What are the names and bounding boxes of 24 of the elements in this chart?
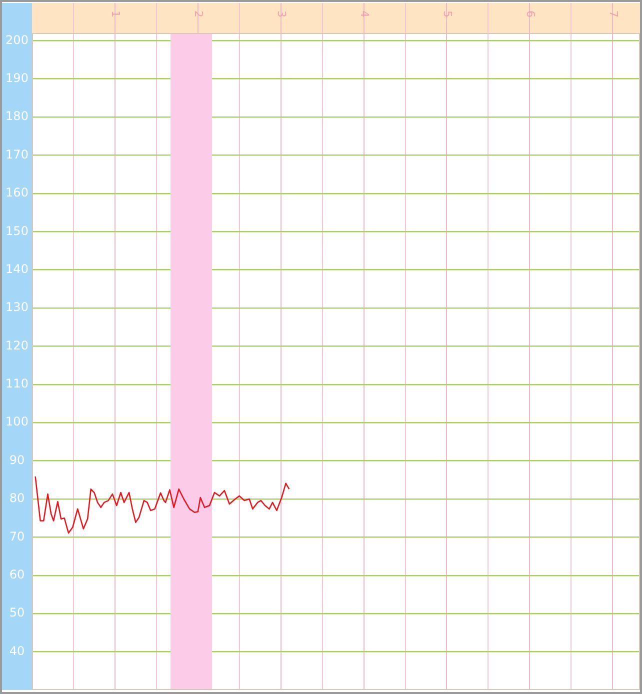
y-tick-label: 200 — [6, 32, 28, 47]
y-tick-label: 130 — [6, 300, 28, 314]
y-tick-label: 190 — [6, 70, 28, 85]
y-tick-label: 110 — [6, 376, 28, 391]
x-tick-label: 7 — [606, 10, 620, 18]
y-tick-label: 160 — [6, 186, 28, 200]
x-tick-label: 6 — [524, 10, 537, 18]
y-tick-label: 100 — [6, 414, 28, 429]
y-tick-label: 40 — [9, 644, 25, 658]
x-tick-label: 5 — [440, 10, 454, 18]
y-tick-label: 150 — [6, 224, 28, 238]
x-tick-label: 3 — [274, 10, 288, 18]
y-tick-label: 140 — [6, 262, 28, 276]
x-tick-label: 1 — [109, 10, 122, 18]
y-tick-label: 90 — [9, 452, 25, 467]
y-tick-label: 180 — [6, 109, 28, 124]
x-tick-label: 4 — [358, 10, 371, 18]
y-tick-label: 80 — [9, 491, 25, 506]
y-tick-label: 70 — [9, 529, 25, 544]
y-tick-label: 170 — [6, 147, 28, 162]
y-tick-label: 50 — [9, 606, 25, 620]
y-tick-label: 60 — [9, 568, 25, 582]
x-tick-label: 2 — [192, 10, 206, 18]
y-tick-label: 120 — [6, 338, 28, 352]
